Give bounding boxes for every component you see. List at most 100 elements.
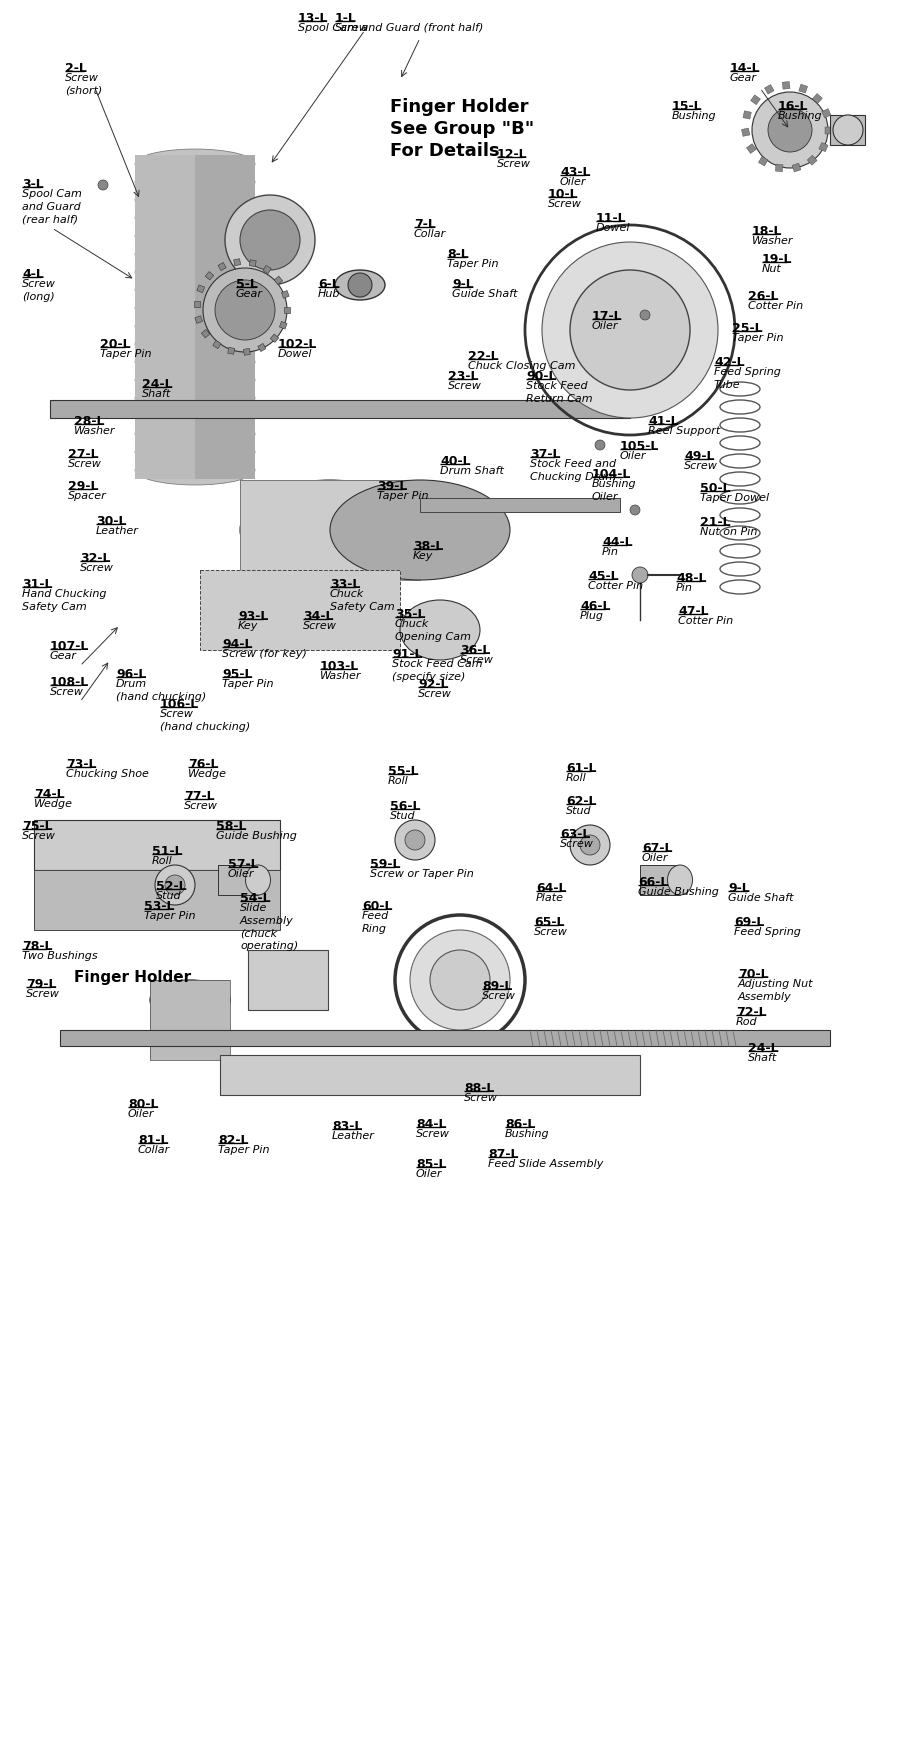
Text: Screw: Screw bbox=[684, 461, 718, 472]
Text: 84-L: 84-L bbox=[416, 1117, 446, 1131]
Text: Spool Cam and Guard (front half): Spool Cam and Guard (front half) bbox=[298, 23, 483, 33]
Text: 37-L: 37-L bbox=[530, 447, 561, 461]
Text: 57-L: 57-L bbox=[228, 858, 258, 872]
Circle shape bbox=[580, 835, 600, 854]
Text: Taper Pin: Taper Pin bbox=[222, 679, 274, 689]
Text: Key: Key bbox=[413, 551, 434, 561]
Circle shape bbox=[430, 951, 490, 1010]
Ellipse shape bbox=[225, 195, 315, 284]
Bar bbox=[200, 570, 400, 651]
Bar bbox=[282, 291, 289, 298]
Text: 27-L: 27-L bbox=[68, 447, 99, 461]
Bar bbox=[202, 330, 210, 339]
Text: Finger Holder
See Group "B"
For Details: Finger Holder See Group "B" For Details bbox=[390, 98, 535, 160]
Text: Shaft: Shaft bbox=[142, 389, 171, 400]
Bar bbox=[792, 163, 801, 172]
Text: Screw: Screw bbox=[418, 689, 452, 700]
Text: 60-L: 60-L bbox=[362, 900, 392, 914]
Bar bbox=[257, 344, 266, 351]
Text: 108-L: 108-L bbox=[50, 675, 89, 689]
Text: Dowel: Dowel bbox=[596, 223, 631, 233]
Text: Cotter Pin: Cotter Pin bbox=[588, 581, 644, 591]
Text: Screw: Screw bbox=[68, 460, 102, 470]
Text: Reel Support: Reel Support bbox=[648, 426, 720, 437]
Text: Stock Feed Cam: Stock Feed Cam bbox=[392, 660, 482, 670]
Text: 75-L: 75-L bbox=[22, 821, 52, 833]
Text: Oiler: Oiler bbox=[592, 321, 618, 332]
Text: Screw: Screw bbox=[464, 1093, 498, 1103]
Text: Spool Cam: Spool Cam bbox=[22, 189, 82, 200]
Text: Wedge: Wedge bbox=[188, 770, 227, 779]
Text: 81-L: 81-L bbox=[138, 1135, 168, 1147]
Text: 59-L: 59-L bbox=[370, 858, 400, 872]
Circle shape bbox=[570, 270, 690, 389]
Circle shape bbox=[405, 830, 425, 851]
Text: 21-L: 21-L bbox=[700, 516, 731, 530]
Text: Leather: Leather bbox=[332, 1131, 375, 1142]
Text: (chuck: (chuck bbox=[240, 928, 277, 938]
Bar bbox=[782, 81, 790, 89]
Text: Oiler: Oiler bbox=[642, 854, 669, 863]
Text: Screw: Screw bbox=[460, 656, 494, 665]
Text: Safety Cam: Safety Cam bbox=[330, 602, 395, 612]
Text: 72-L: 72-L bbox=[736, 1007, 767, 1019]
Text: Screw: Screw bbox=[335, 23, 369, 33]
Bar bbox=[743, 111, 752, 119]
Text: Collar: Collar bbox=[138, 1145, 170, 1156]
Bar bbox=[284, 307, 290, 312]
Text: 1-L: 1-L bbox=[335, 12, 357, 25]
Circle shape bbox=[752, 91, 828, 168]
Text: 23-L: 23-L bbox=[448, 370, 479, 382]
Text: Screw: Screw bbox=[497, 160, 531, 170]
Text: 105-L: 105-L bbox=[620, 440, 660, 453]
Circle shape bbox=[640, 310, 650, 319]
Bar bbox=[746, 144, 756, 153]
Text: Adjusting Nut: Adjusting Nut bbox=[738, 979, 814, 989]
Text: 46-L: 46-L bbox=[580, 600, 610, 612]
Text: 24-L: 24-L bbox=[748, 1042, 778, 1054]
Text: 70-L: 70-L bbox=[738, 968, 769, 980]
Text: Drum: Drum bbox=[116, 679, 147, 689]
Bar bbox=[150, 980, 230, 1059]
Text: 65-L: 65-L bbox=[534, 916, 564, 930]
Text: Guide Bushing: Guide Bushing bbox=[216, 831, 297, 842]
Bar bbox=[742, 128, 750, 137]
Text: Screw: Screw bbox=[303, 621, 337, 631]
Text: Leather: Leather bbox=[96, 526, 139, 537]
Text: 43-L: 43-L bbox=[560, 167, 590, 179]
Text: Screw: Screw bbox=[160, 709, 194, 719]
Text: 49-L: 49-L bbox=[684, 451, 715, 463]
Text: Return Cam: Return Cam bbox=[526, 395, 592, 403]
Text: (short): (short) bbox=[65, 86, 103, 96]
Text: 20-L: 20-L bbox=[100, 339, 130, 351]
Text: 82-L: 82-L bbox=[218, 1135, 248, 1147]
Text: Pin: Pin bbox=[602, 547, 619, 558]
Ellipse shape bbox=[833, 116, 863, 146]
Bar bbox=[263, 265, 271, 274]
Text: Oiler: Oiler bbox=[592, 491, 618, 502]
Text: Screw: Screw bbox=[50, 688, 84, 698]
Text: 56-L: 56-L bbox=[390, 800, 420, 814]
Text: Shaft: Shaft bbox=[748, 1054, 778, 1063]
Text: Stud: Stud bbox=[156, 891, 182, 902]
Text: Feed Spring: Feed Spring bbox=[714, 367, 781, 377]
Circle shape bbox=[768, 109, 812, 153]
Text: 89-L: 89-L bbox=[482, 980, 512, 993]
Text: 91-L: 91-L bbox=[392, 647, 422, 661]
Text: 52-L: 52-L bbox=[156, 881, 186, 893]
Bar bbox=[150, 980, 230, 1059]
Ellipse shape bbox=[246, 865, 271, 895]
Text: 92-L: 92-L bbox=[418, 679, 448, 691]
Ellipse shape bbox=[135, 454, 255, 486]
Text: Oiler: Oiler bbox=[620, 451, 646, 461]
Text: 80-L: 80-L bbox=[128, 1098, 158, 1110]
Text: 51-L: 51-L bbox=[152, 845, 183, 858]
Bar bbox=[34, 870, 280, 930]
Text: Stud: Stud bbox=[390, 812, 416, 821]
Bar bbox=[212, 340, 221, 349]
Text: Screw or Taper Pin: Screw or Taper Pin bbox=[370, 870, 473, 879]
Text: 66-L: 66-L bbox=[638, 875, 669, 889]
Bar bbox=[798, 84, 807, 93]
Text: 9-L: 9-L bbox=[728, 882, 750, 895]
Text: Bushing: Bushing bbox=[592, 479, 636, 489]
